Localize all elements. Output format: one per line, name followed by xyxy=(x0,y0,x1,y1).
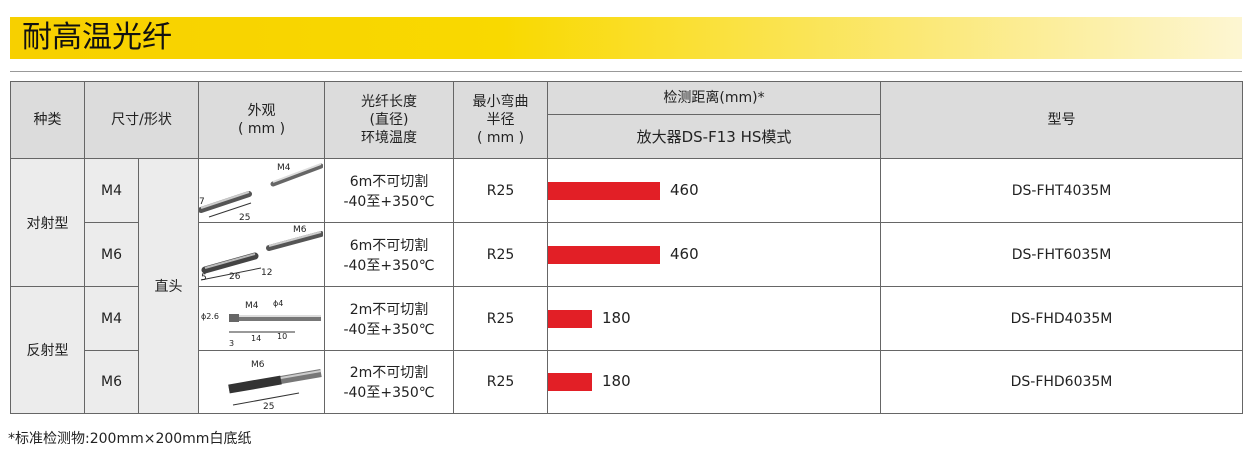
header-appearance: 外观 ( mm ) xyxy=(198,81,325,159)
dim-label: M4 xyxy=(245,301,259,311)
dim-label: 14 xyxy=(251,334,261,343)
header-amp: 放大器DS-F13 HS模式 xyxy=(547,114,881,159)
distance-label: 180 xyxy=(602,308,631,327)
group-label-thru-beam: 对射型 xyxy=(10,158,85,287)
dim-label: 25 xyxy=(263,402,274,412)
table-row: M6 M6 5 26 12 6m不可切割 -40至+350℃ R25 460 xyxy=(11,222,1243,287)
model-cell: DS-FHT4035M xyxy=(880,158,1243,223)
header-fiber-line1: 光纤长度 xyxy=(361,94,417,110)
dim-label: 3 xyxy=(229,339,234,348)
distance-bar xyxy=(548,309,592,328)
size-cell: M4 xyxy=(84,158,139,223)
fiber-temp: -40至+350℃ xyxy=(343,385,435,401)
fiber-m6-reflective-drawing: M6 25 xyxy=(228,360,322,412)
distance-bar xyxy=(548,181,660,200)
header-kind: 种类 xyxy=(10,81,85,159)
size-cell: M4 xyxy=(84,286,139,351)
fiber-m4-thru-drawing: M4 7 25 xyxy=(199,163,323,222)
distance-bar xyxy=(548,245,660,264)
dim-label: M6 xyxy=(293,225,307,235)
fiber-image: M6 25 xyxy=(198,350,325,414)
distance-bar-wrap: 460 xyxy=(548,224,880,286)
distance-bar xyxy=(548,373,592,391)
fiber-m4-reflective-drawing: ϕ2.6 M4 ϕ4 3 14 10 xyxy=(201,299,321,348)
table-row: 反射型 M4 ϕ2.6 M4 ϕ4 3 14 10 2m不可切割 -40至+35… xyxy=(10,286,1243,414)
footnote: *标准检测物:200mm×200mm白底纸 xyxy=(8,431,252,447)
distance-cell: 460 xyxy=(547,158,881,223)
distance-label: 460 xyxy=(670,180,699,199)
fiber-length: 2m不可切割 xyxy=(349,365,429,381)
fiber-length: 6m不可切割 xyxy=(349,173,429,190)
fiber-image: M4 7 25 xyxy=(198,158,325,223)
radius-cell: R25 xyxy=(453,158,548,223)
header-bend-line3: ( mm ) xyxy=(476,130,525,146)
fiber-length: 6m不可切割 xyxy=(349,237,429,254)
shape-cell: 直头 xyxy=(138,158,199,414)
fiber-image: ϕ2.6 M4 ϕ4 3 14 10 xyxy=(198,286,325,351)
dim-label: ϕ4 xyxy=(273,299,283,308)
header-fiber: 光纤长度 (直径) 环境温度 xyxy=(324,81,454,159)
distance-cell: 180 xyxy=(547,286,881,351)
fiber-image: M6 5 26 12 xyxy=(198,222,325,287)
fiber-temp: -40至+350℃ xyxy=(343,257,435,274)
radius-cell: R25 xyxy=(453,222,548,287)
fiber-m6-thru-drawing: M6 5 26 12 xyxy=(200,225,323,283)
dim-label: 25 xyxy=(239,213,250,222)
header-bend: 最小弯曲 半径 ( mm ) xyxy=(453,81,548,159)
dim-label: M4 xyxy=(277,163,291,173)
size-cell: M6 xyxy=(84,350,139,414)
header-bend-line2: 半径 xyxy=(486,112,515,128)
radius-cell: R25 xyxy=(453,286,548,351)
header-distance: 检测距离(mm)* xyxy=(547,81,881,115)
fiber-temp: -40至+350℃ xyxy=(343,321,435,338)
dim-label: M6 xyxy=(251,360,265,370)
fiber-cell: 2m不可切割 -40至+350℃ xyxy=(324,286,454,351)
page-title: 耐高温光纤 xyxy=(22,20,172,55)
distance-bar-wrap: 180 xyxy=(548,288,880,350)
distance-bar-wrap: 180 xyxy=(548,351,880,413)
distance-label: 180 xyxy=(602,372,631,390)
table-row: M6 M6 25 2m不可切割 -40至+350℃ R25 180 DS-FHD… xyxy=(11,350,1243,414)
dim-label: ϕ2.6 xyxy=(201,312,219,321)
header-fiber-line3: 环境温度 xyxy=(361,130,417,146)
dim-label: 10 xyxy=(277,332,287,341)
header-fiber-line2: (直径) xyxy=(369,112,409,128)
dim-label: 12 xyxy=(261,268,272,278)
model-cell: DS-FHD6035M xyxy=(880,350,1243,414)
spec-table: 种类 尺寸/形状 外观 ( mm ) 光纤长度 (直径) 环境温度 最小弯曲 半… xyxy=(10,81,1243,414)
fiber-cell: 6m不可切割 -40至+350℃ xyxy=(324,158,454,223)
fiber-cell: 2m不可切割 -40至+350℃ xyxy=(324,350,454,414)
fiber-temp: -40至+350℃ xyxy=(343,193,435,210)
group-label-reflective: 反射型 xyxy=(10,286,85,414)
fiber-length: 2m不可切割 xyxy=(349,301,429,318)
header-appearance-line1: 外观 xyxy=(247,103,276,119)
model-cell: DS-FHD4035M xyxy=(880,286,1243,351)
model-cell: DS-FHT6035M xyxy=(880,222,1243,287)
distance-bar-wrap: 460 xyxy=(548,160,880,222)
dim-label: 7 xyxy=(199,197,205,207)
distance-cell: 180 xyxy=(547,350,881,414)
distance-label: 460 xyxy=(670,244,699,263)
header-size-shape: 尺寸/形状 xyxy=(84,81,199,159)
dim-label: 26 xyxy=(229,272,241,282)
distance-cell: 460 xyxy=(547,222,881,287)
fiber-cell: 6m不可切割 -40至+350℃ xyxy=(324,222,454,287)
title-rule xyxy=(10,71,1242,72)
header-appearance-line2: ( mm ) xyxy=(237,121,286,137)
header-bend-line1: 最小弯曲 xyxy=(472,94,529,110)
dim-label: 5 xyxy=(201,273,207,283)
header-model: 型号 xyxy=(880,81,1243,159)
size-cell: M6 xyxy=(84,222,139,287)
radius-cell: R25 xyxy=(453,350,548,414)
title-bar: 耐高温光纤 xyxy=(10,17,1242,59)
table-row: 对射型 M4 直头 M4 7 25 6m不可切割 -40至+350℃ R25 4… xyxy=(10,158,1243,414)
